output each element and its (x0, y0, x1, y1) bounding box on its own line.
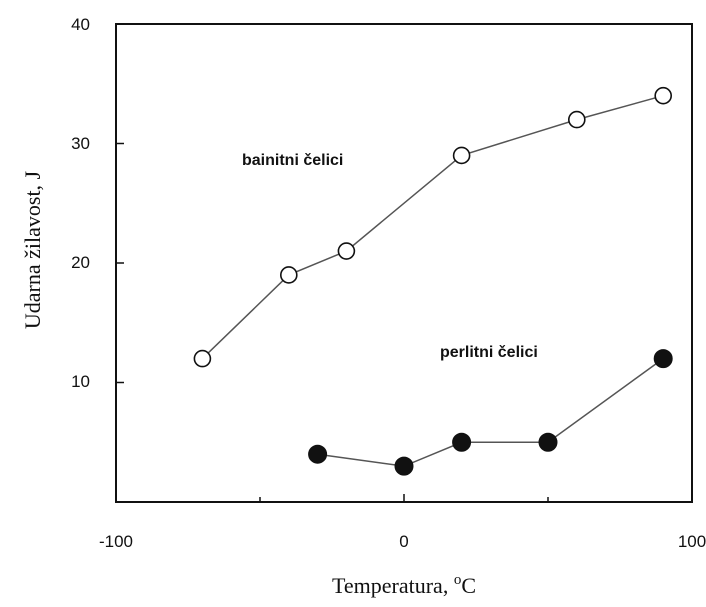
series-0-point-2 (337, 242, 356, 260)
series-0-point-4 (567, 110, 586, 129)
series-points (193, 86, 673, 476)
y-tick-label-40: 40 (71, 15, 90, 34)
y-tick-label-30: 30 (71, 134, 90, 153)
series-1-point-0 (308, 444, 328, 464)
y-tick-label-20: 20 (71, 253, 90, 272)
x-tick-label-min: -100 (99, 532, 133, 551)
series-0-point-3 (452, 146, 471, 165)
x-tick-label-zero: 0 (399, 532, 408, 551)
series-line-0 (201, 94, 664, 360)
x-axis-title-text: Temperatura, (332, 573, 454, 598)
series-1-point-2 (452, 432, 472, 452)
series-0-point-5 (654, 86, 673, 105)
x-axis-unit: C (461, 573, 476, 598)
tick-marks (115, 23, 693, 502)
y-tick-label-10: 10 (71, 372, 90, 391)
y-axis-title: Udarna žilavost, J (20, 170, 45, 329)
annotation-bainitni: bainitni čelici (242, 152, 343, 169)
series-0-point-1 (279, 266, 298, 284)
series-line-1 (317, 357, 664, 467)
series-1-point-3 (538, 432, 558, 452)
series-1-point-4 (653, 349, 673, 369)
x-axis-unit-superscript: o (454, 572, 462, 588)
x-axis-title: Temperatura, oC (332, 572, 476, 598)
x-tick-label-max: 100 (678, 532, 706, 551)
series-1-point-1 (394, 456, 414, 476)
series-0-point-0 (193, 349, 212, 368)
plot-frame (115, 23, 693, 503)
annotation-perlitni: perlitni čelici (440, 344, 538, 361)
